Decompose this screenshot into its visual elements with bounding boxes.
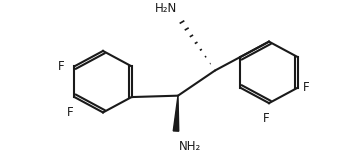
Text: NH₂: NH₂ xyxy=(179,140,201,153)
Text: H₂N: H₂N xyxy=(155,2,177,15)
Text: F: F xyxy=(263,112,269,125)
Text: F: F xyxy=(303,81,309,94)
Text: F: F xyxy=(67,106,74,119)
Text: F: F xyxy=(58,60,64,73)
Polygon shape xyxy=(173,96,179,131)
